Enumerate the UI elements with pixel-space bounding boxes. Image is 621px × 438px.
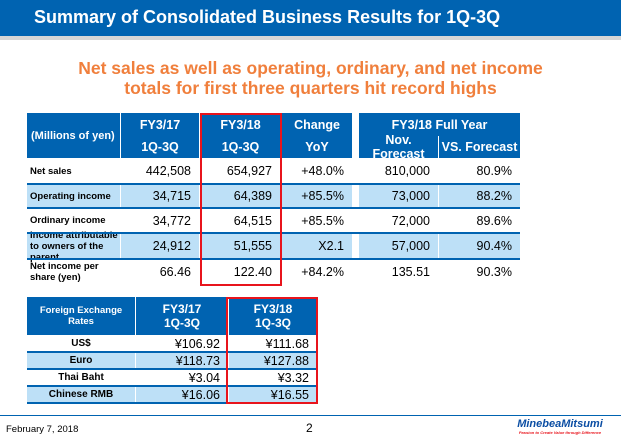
fx-cell-fy18: ¥111.68 [265, 336, 309, 351]
header-col_fy17-top: FY3/17 [121, 113, 199, 136]
cell-change: X2.1 [282, 233, 352, 259]
cell-vs-forecast: 90.4% [439, 233, 520, 259]
cell-change: +85.5% [301, 213, 344, 228]
headline-line-1: Net sales as well as operating, ordinary… [78, 58, 543, 78]
header-col_fy17-bottom: 1Q-3Q [121, 136, 199, 158]
header-col_fy18-top: FY3/18 [201, 113, 280, 136]
fx-cell-fy18: ¥3.32 [277, 370, 309, 385]
fx-row-label: Euro [27, 352, 135, 369]
footer-divider [0, 415, 621, 416]
row-separator [27, 232, 520, 234]
page-title: Summary of Consolidated Business Results… [34, 7, 501, 27]
company-logo: MinebeaMitsumi Passion to Create Value t… [505, 419, 615, 436]
row-separator [27, 207, 520, 209]
cell-fy17: 66.46 [159, 265, 191, 279]
cell-fy17: 34,772 [152, 213, 191, 228]
title-divider [0, 36, 621, 40]
header-full-year: FY3/18 Full Year [359, 113, 520, 136]
cell-vs-forecast: 80.9% [476, 164, 512, 178]
row-separator [27, 183, 520, 185]
cell-vs-forecast: 89.6% [476, 213, 512, 228]
fx-header-label: Foreign Exchange Rates [27, 297, 135, 335]
cell-fy18: 64,389 [201, 184, 280, 208]
row-label: Income attributable to owners of the par… [27, 230, 120, 263]
row-separator [27, 368, 317, 370]
row-separator [27, 351, 317, 353]
cell-fy18: 654,927 [226, 164, 272, 178]
fx-row-label: US$ [71, 338, 91, 349]
cell-change: +48.0% [301, 164, 344, 178]
cell-fy18: 64,515 [233, 213, 272, 228]
cell-forecast: 810,000 [384, 164, 430, 178]
cell-forecast: 57,000 [359, 233, 438, 259]
page-number: 2 [306, 421, 313, 435]
row-separator [27, 385, 317, 387]
fx-cell-fy18: ¥127.88 [229, 352, 317, 369]
header-col_fy18-bottom: 1Q-3Q [201, 136, 280, 158]
header-col_change-bottom: YoY [282, 136, 352, 158]
cell-forecast: 73,000 [359, 184, 438, 208]
header-vs-forecast: VS. Forecast [439, 136, 520, 158]
fy18-highlight-box [200, 113, 282, 286]
fx-cell-fy17: ¥106.92 [174, 336, 220, 351]
cell-fy17: 442,508 [145, 164, 191, 178]
cell-fy18: 122.40 [233, 265, 272, 279]
cell-change: +84.2% [301, 265, 344, 279]
cell-fy17: 24,912 [121, 233, 199, 259]
row-label: Net sales [30, 165, 72, 177]
fx-header-fy18: FY3/18 1Q-3Q [229, 297, 317, 335]
footer-date: February 7, 2018 [6, 424, 79, 435]
fx-row-label: Thai Baht [58, 372, 104, 383]
row-separator [27, 258, 520, 260]
fx-header-fy17: FY3/17 1Q-3Q [136, 297, 228, 335]
headline: Net sales as well as operating, ordinary… [0, 58, 621, 98]
header-nov-forecast: Nov. Forecast [359, 133, 438, 161]
cell-vs-forecast: 88.2% [439, 184, 520, 208]
fx-cell-fy18: ¥16.55 [229, 386, 317, 403]
row-label: Operating income [27, 184, 120, 208]
fx-row-label: Chinese RMB [27, 386, 135, 403]
row-label: Net income per share (yen) [30, 261, 99, 283]
cell-fy17: 34,715 [121, 184, 199, 208]
title-bar: Summary of Consolidated Business Results… [0, 0, 621, 36]
fx-fy18-highlight-box [226, 297, 318, 404]
fx-cell-fy17: ¥118.73 [136, 352, 228, 369]
cell-vs-forecast: 90.3% [476, 265, 512, 279]
unit-label-header: (Millions of yen) [27, 113, 120, 158]
logo-tagline: Passion to Create Value through Differen… [518, 430, 602, 435]
cell-change: +85.5% [282, 184, 352, 208]
fx-cell-fy17: ¥3.04 [188, 370, 220, 385]
cell-fy18: 51,555 [201, 233, 280, 259]
header-col_change-top: Change [282, 113, 352, 136]
cell-forecast: 135.51 [391, 265, 430, 279]
fx-cell-fy17: ¥16.06 [136, 386, 228, 403]
row-label: Ordinary income [30, 215, 106, 226]
cell-forecast: 72,000 [391, 213, 430, 228]
row-separator [27, 402, 317, 404]
logo-text: MinebeaMitsumi [517, 418, 603, 430]
headline-line-2: totals for first three quarters hit reco… [124, 78, 497, 98]
